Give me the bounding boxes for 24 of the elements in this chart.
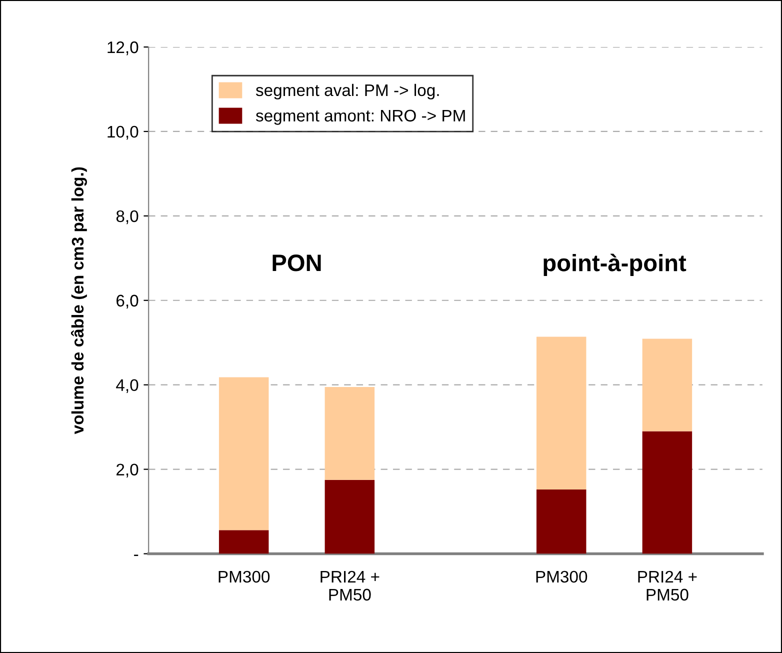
legend-label: segment amont: NRO -> PM	[256, 110, 465, 125]
bar	[218, 377, 269, 530]
x-tick-label: PRI24 + PM50	[638, 570, 697, 601]
bar	[536, 490, 586, 554]
bar	[642, 338, 692, 432]
annotation: point-à-point	[544, 254, 686, 276]
y-tick-label: 4,0	[116, 379, 138, 394]
y-tick-label: 2,0	[116, 464, 138, 478]
bar	[536, 336, 586, 490]
legend-label: segment aval: PM -> log.	[256, 84, 439, 100]
bar	[324, 386, 375, 480]
x-tick-label: PM300	[536, 570, 588, 583]
y-tick-label: 10,0	[108, 126, 138, 140]
x-tick-label: PM300	[218, 570, 270, 583]
bar	[218, 530, 269, 554]
annotation: PON	[272, 254, 321, 272]
x-tick-label: PRI24 + PM50	[320, 570, 380, 601]
y-tick-label: -	[134, 554, 138, 556]
y-tick-label: 12,0	[108, 41, 138, 56]
bar	[642, 431, 692, 554]
y-tick-label: 8,0	[116, 210, 138, 224]
y-tick-label: 6,0	[116, 294, 138, 309]
bar	[324, 480, 375, 554]
y-axis-title: volume de câble (en cm3 par log.)	[71, 167, 87, 434]
